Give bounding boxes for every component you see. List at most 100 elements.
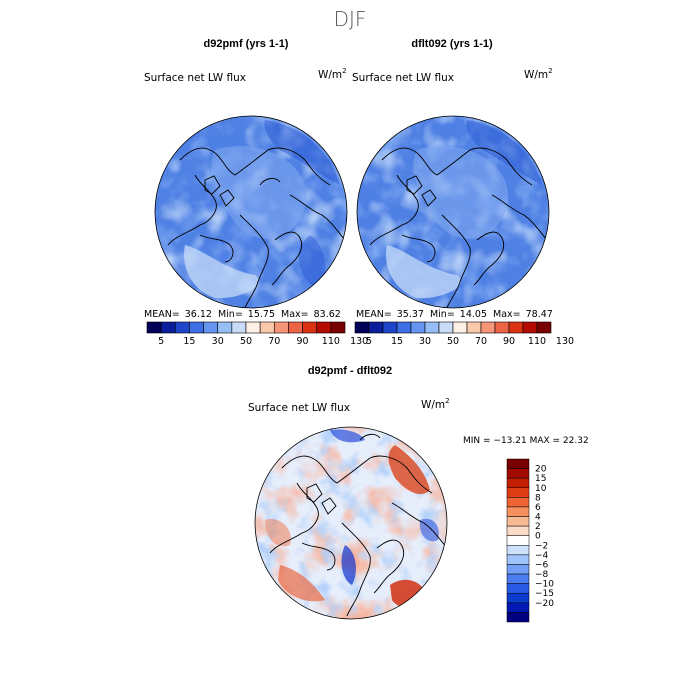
map-left — [155, 116, 347, 308]
colorbar-tick-label: 70 — [268, 336, 280, 347]
colorbar-swatch — [438, 321, 454, 334]
colorbar-tick-label: 4 — [535, 513, 541, 523]
colorbar-tick-label: 5 — [158, 336, 164, 347]
coastlines-diff — [269, 433, 447, 617]
colorbar-swatch — [452, 321, 468, 334]
colorbar-tick-label: 130 — [556, 336, 574, 347]
colorbar-swatch — [217, 321, 233, 334]
colorbar-tick-label: 110 — [528, 336, 546, 347]
colorbar-swatch — [494, 321, 510, 334]
colorbar-swatch — [396, 321, 412, 334]
colorbar-tick-label: 90 — [297, 336, 309, 347]
colorbar-tick-label: 30 — [212, 336, 224, 347]
colorbar-tick-label: 90 — [503, 336, 515, 347]
colorbar-swatch — [146, 321, 162, 334]
panel-diff-variable: Surface net LW flux — [248, 402, 350, 414]
colorbar-tick-label: −8 — [535, 570, 549, 580]
colorbar-swatch — [536, 321, 552, 334]
colorbar-swatch — [174, 321, 190, 334]
colorbar-swatch — [508, 321, 524, 334]
coastlines-right — [369, 147, 548, 308]
panel-left-units: W/m2 — [318, 67, 347, 81]
colorbar-swatch — [506, 573, 530, 584]
colorbar-tick-label: −6 — [535, 560, 549, 570]
colorbar-tick-label: −10 — [535, 580, 554, 590]
colorbar-swatch — [316, 321, 332, 334]
colorbar-swatch — [480, 321, 496, 334]
colorbar-swatch — [506, 535, 530, 546]
colorbar-tick-label: 70 — [475, 336, 487, 347]
panel-diff: d92pmf - dflt092 Surface net LW flux W/m… — [248, 365, 589, 623]
colorbar-swatch — [506, 554, 530, 565]
panel-left-stats: MEAN= 36.12 Min= 15.75 Max= 83.62 — [144, 309, 341, 320]
colorbar-swatch — [466, 321, 482, 334]
colorbar-swatch — [354, 321, 370, 334]
colorbar-swatch — [424, 321, 440, 334]
colorbar-swatch — [288, 321, 303, 334]
colorbar-tick-label: −2 — [535, 541, 548, 551]
colorbar-tick-label: 30 — [419, 336, 431, 347]
colorbar-swatch — [259, 321, 275, 334]
colorbar-swatch — [506, 506, 530, 517]
panel-diff-units: W/m2 — [421, 397, 450, 411]
map-right — [357, 116, 549, 308]
colorbar-swatch — [506, 612, 530, 623]
colorbar-tick-label: −15 — [535, 589, 554, 599]
colorbar-swatch — [273, 321, 289, 334]
colorbar-swatch — [506, 564, 530, 575]
colorbar-tick-label: 15 — [391, 336, 403, 347]
panel-diff-stats: MIN = −13.21 MAX = 22.32 — [463, 436, 589, 446]
colorbar-tick-label: 2 — [535, 522, 541, 532]
colorbar-swatch — [302, 321, 318, 334]
panel-diff-title: d92pmf - dflt092 — [308, 365, 392, 377]
colorbar-swatch — [160, 321, 176, 334]
panel-left: d92pmf (yrs 1-1) Surface net LW flux W/m… — [144, 38, 368, 347]
colorbar-tick-label: 5 — [366, 336, 372, 347]
colorbar-swatch — [506, 545, 530, 556]
panel-left-title: d92pmf (yrs 1-1) — [204, 38, 289, 50]
colorbar-swatch — [506, 497, 530, 508]
colorbar-swatch — [506, 477, 530, 489]
colorbar-swatch — [506, 468, 530, 479]
colorbar-tick-label: 50 — [240, 336, 252, 347]
colorbar-swatch — [506, 525, 530, 536]
colorbar-tick-label: 15 — [183, 336, 195, 347]
colorbar-tick-label: −20 — [535, 599, 554, 609]
panel-right-title: dflt092 (yrs 1-1) — [411, 38, 493, 50]
colorbar-swatch — [231, 321, 247, 334]
panel-right-stats: MEAN= 35.37 Min= 14.05 Max= 78.47 — [356, 309, 553, 320]
colorbar-tick-label: 6 — [535, 503, 541, 513]
colorbar-swatch — [410, 321, 426, 334]
figure-title: DJF — [334, 7, 367, 31]
colorbar-swatch — [368, 321, 384, 334]
colorbar-tick-label: 0 — [535, 532, 541, 542]
colorbar-swatch — [506, 583, 530, 594]
colorbar-swatch — [506, 516, 530, 527]
colorbar-tick-label: 20 — [535, 465, 547, 475]
colorbar-swatch — [189, 321, 204, 334]
colorbar-tick-label: 50 — [447, 336, 459, 347]
panel-right: dflt092 (yrs 1-1) Surface net LW flux W/… — [352, 38, 574, 347]
colorbar-tick-label: 110 — [322, 336, 340, 347]
colorbar-tick-label: 8 — [535, 493, 541, 503]
colorbar-swatch — [203, 321, 219, 334]
colorbar-tick-label: 15 — [535, 474, 546, 484]
colorbar-tick-label: −4 — [535, 551, 549, 561]
colorbar-swatch — [506, 458, 530, 469]
colorbar-swatch — [245, 321, 261, 334]
map-diff — [255, 427, 447, 619]
colorbar-swatch — [506, 592, 530, 604]
panel-left-variable: Surface net LW flux — [144, 72, 246, 84]
colorbar-swatch — [330, 321, 346, 334]
colorbar-swatch — [506, 602, 530, 613]
coastlines-left — [167, 147, 346, 308]
colorbar-tick-label: 130 — [350, 336, 368, 347]
colorbar-swatch — [382, 321, 398, 334]
colorbar-tick-label: 10 — [535, 484, 547, 494]
panel-right-units: W/m2 — [524, 67, 553, 81]
colorbar-swatch — [522, 321, 538, 334]
colorbar-left: 5 15 30 50 70 90 110 130 — [146, 321, 368, 347]
